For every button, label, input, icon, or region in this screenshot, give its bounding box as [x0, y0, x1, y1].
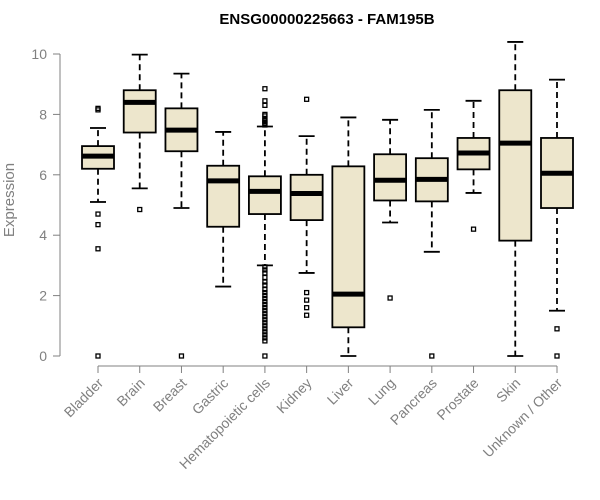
iqr-box — [122, 89, 157, 134]
outlier-point — [262, 264, 268, 270]
outlier-point — [554, 326, 560, 332]
y-tick-label: 10 — [31, 46, 47, 62]
outlier-point — [262, 279, 268, 285]
outlier-point — [95, 221, 101, 228]
iqr-box — [331, 165, 366, 329]
outlier-point — [262, 302, 268, 308]
outlier-point — [262, 98, 268, 104]
outlier-point — [303, 96, 310, 102]
box-group-lung — [373, 118, 407, 301]
y-tick-label: 6 — [39, 167, 47, 183]
box-group-brain — [122, 53, 157, 213]
outlier-point — [95, 211, 101, 217]
y-tick-label: 4 — [39, 227, 47, 243]
chart-title: ENSG00000225663 - FAM195B — [219, 11, 434, 28]
x-tick-label: Skin — [493, 375, 524, 406]
box-series — [81, 41, 574, 359]
y-tick-label: 8 — [39, 106, 47, 122]
outlier-point — [303, 305, 310, 311]
x-tick-label: Prostate — [433, 375, 481, 423]
box-group-kidney — [289, 96, 324, 318]
outlier-point — [262, 329, 268, 335]
y-tick-label: 0 — [39, 348, 47, 364]
outlier-point — [262, 86, 268, 92]
outlier-point — [262, 282, 268, 288]
outlier-point — [262, 274, 268, 281]
outlier-point — [387, 295, 393, 301]
x-tick-label: Bladder — [61, 375, 107, 421]
outlier-point — [262, 305, 268, 311]
x-tick-label: Liver — [324, 375, 357, 408]
outlier-point — [262, 298, 268, 305]
x-tick-label: Unknown / Other — [480, 375, 566, 461]
iqr-box — [498, 89, 533, 242]
x-tick-label: Breast — [150, 375, 190, 415]
outlier-point — [262, 292, 268, 299]
outlier-point — [470, 226, 477, 232]
iqr-box — [248, 175, 282, 215]
outlier-point — [262, 353, 268, 359]
outlier-point — [262, 122, 268, 128]
outlier-point — [262, 311, 268, 317]
iqr-box — [206, 164, 241, 228]
iqr-box — [289, 173, 324, 222]
outlier-point — [303, 312, 310, 318]
outlier-point — [303, 289, 310, 296]
x-tick-label: Brain — [113, 375, 147, 409]
outlier-point — [262, 286, 268, 293]
outlier-point — [262, 102, 268, 108]
outlier-point — [262, 317, 268, 323]
iqr-box — [373, 153, 407, 202]
outlier-point — [95, 246, 101, 252]
outlier-point — [262, 332, 268, 338]
x-tick-label: Lung — [365, 375, 398, 408]
outlier-point — [262, 289, 268, 296]
y-axis: 0 2 4 6 8 10 — [31, 46, 61, 364]
x-tick-label: Kidney — [273, 375, 315, 417]
y-axis-label: Expression — [1, 163, 18, 237]
y-tick-label: 2 — [39, 288, 47, 304]
outlier-point — [95, 353, 101, 359]
box-group-liver — [331, 116, 366, 357]
outlier-point — [262, 267, 268, 273]
box-group-breast — [164, 72, 199, 359]
box-group-skin — [498, 41, 533, 357]
outlier-point — [262, 314, 268, 320]
outlier-point — [554, 353, 560, 359]
outlier-point — [262, 295, 268, 302]
outlier-point — [137, 206, 143, 213]
outlier-point — [262, 308, 268, 314]
outlier-point — [262, 320, 268, 326]
box-group-gastric — [206, 131, 241, 288]
box-group-prostate — [456, 99, 491, 232]
box-group-pancreas — [414, 108, 449, 359]
box-group-unknown-other — [540, 78, 574, 359]
outlier-point — [262, 323, 268, 329]
outlier-point — [262, 338, 268, 344]
box-group-hematopoietic-cells — [248, 86, 282, 359]
outlier-point — [303, 297, 310, 303]
outlier-point — [178, 353, 185, 359]
outlier-point — [262, 326, 268, 332]
outlier-point — [95, 107, 101, 113]
outlier-point — [262, 270, 268, 276]
outlier-point — [429, 353, 435, 359]
outlier-point — [262, 335, 268, 341]
box-group-bladder — [81, 105, 115, 359]
